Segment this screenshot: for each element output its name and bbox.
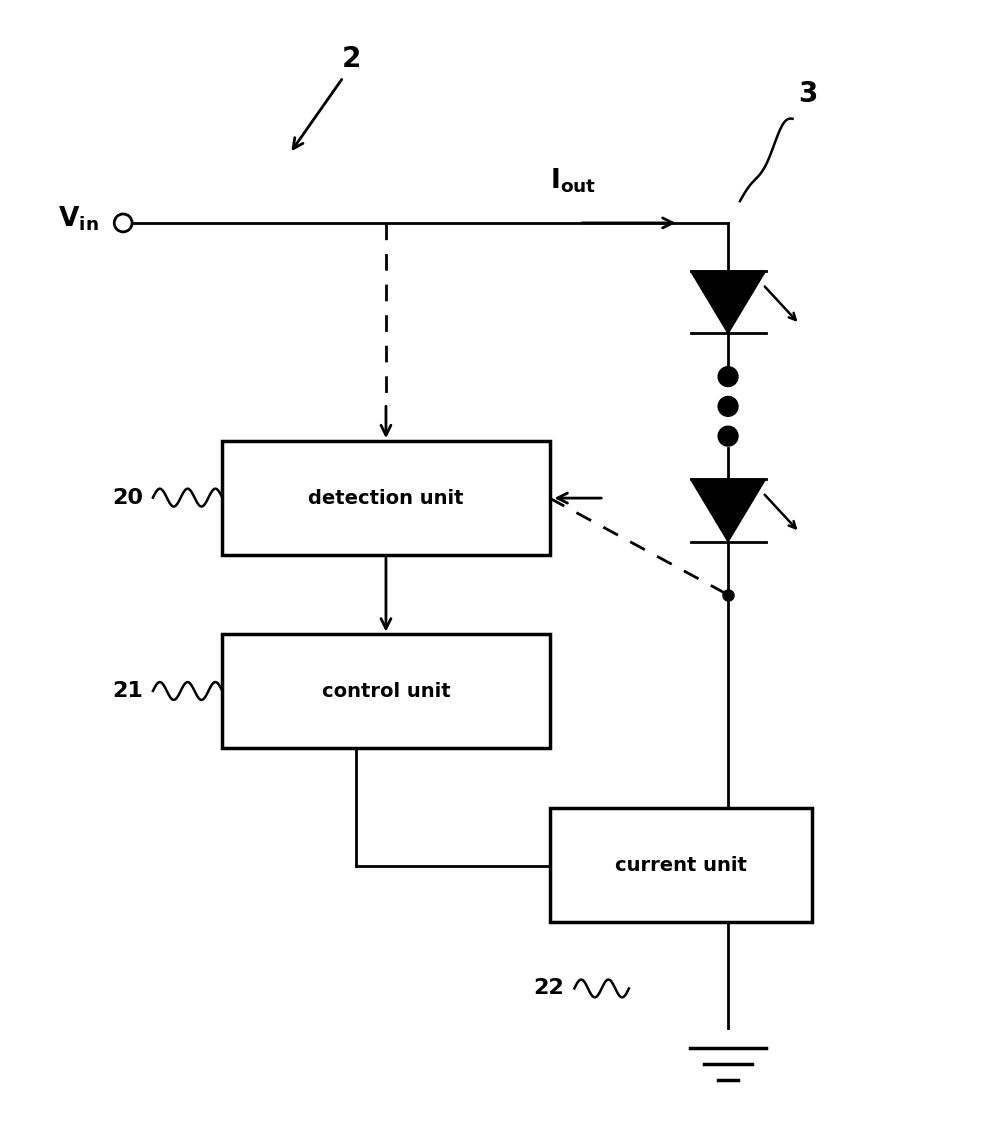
Text: $\mathbf{V_{in}}$: $\mathbf{V_{in}}$	[58, 205, 99, 234]
Text: detection unit: detection unit	[308, 489, 464, 507]
FancyBboxPatch shape	[550, 808, 812, 922]
Text: current unit: current unit	[615, 855, 747, 874]
Text: 21: 21	[112, 681, 143, 701]
Polygon shape	[691, 271, 765, 334]
Text: 3: 3	[797, 80, 817, 108]
Text: 2: 2	[341, 46, 361, 73]
Text: 20: 20	[112, 488, 143, 507]
Text: control unit: control unit	[321, 682, 450, 701]
Circle shape	[719, 367, 738, 386]
Text: 22: 22	[534, 978, 565, 999]
Text: $\mathbf{I_{out}}$: $\mathbf{I_{out}}$	[550, 166, 596, 195]
Polygon shape	[691, 479, 765, 542]
Circle shape	[719, 397, 738, 416]
Circle shape	[719, 426, 738, 446]
FancyBboxPatch shape	[223, 441, 550, 555]
FancyBboxPatch shape	[223, 635, 550, 749]
